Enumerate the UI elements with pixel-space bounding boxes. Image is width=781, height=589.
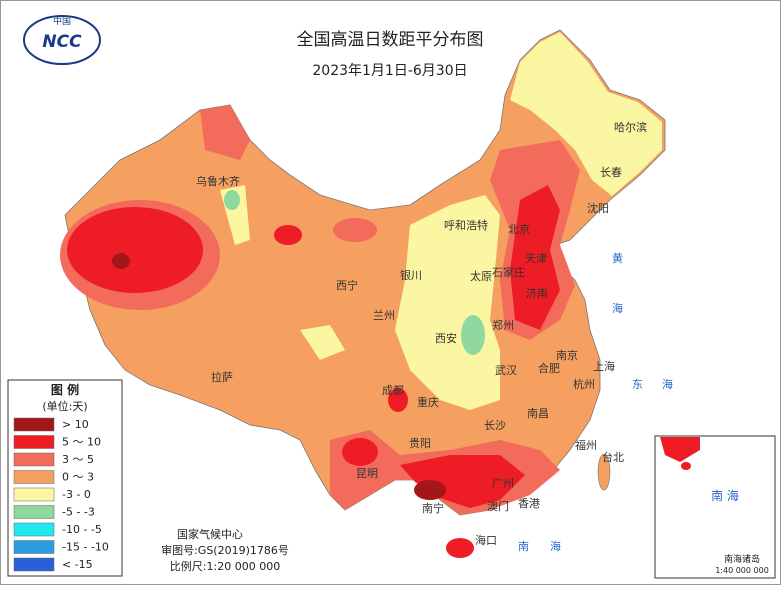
legend-swatch	[13, 522, 55, 537]
city-label: 银川	[400, 268, 422, 282]
city-label: 杭州	[573, 377, 595, 391]
city-label: 北京	[508, 222, 530, 236]
inset-scale: 1:40 000 000	[715, 566, 769, 575]
city-label: 郑州	[492, 318, 514, 332]
city-label: 贵阳	[409, 437, 431, 450]
legend-swatch	[13, 417, 55, 432]
city-label: 太原	[470, 270, 492, 283]
logo: 中国 NCC	[23, 15, 101, 65]
city-label: 兰州	[373, 309, 395, 322]
legend: 图 例 (单位:天) > 10 5 ～ 10 3 ～ 5 0 ～ 3 -3 - 0 -5 …	[7, 379, 123, 577]
city-label: 昆明	[356, 467, 378, 480]
city-label: 石家庄	[492, 265, 525, 279]
legend-label: > 10	[62, 418, 89, 431]
title: 全国高温日数距平分布图	[297, 30, 484, 50]
city-label: 澳门	[487, 499, 509, 513]
legend-swatch	[13, 452, 55, 467]
city-label: 拉萨	[211, 370, 233, 384]
legend-label: 5 ～ 10	[62, 436, 101, 449]
legend-label: 0 ～ 3	[62, 471, 94, 484]
legend-swatch	[13, 470, 55, 484]
city-label: 南昌	[527, 407, 549, 420]
city-label: 沈阳	[587, 201, 609, 215]
legend-label: 3 ～ 5	[62, 453, 94, 466]
legend-label: -10 - -5	[62, 523, 102, 536]
city-label: 西安	[435, 331, 457, 345]
city-label: 武汉	[495, 364, 517, 377]
legend-swatch	[13, 487, 55, 502]
sea-label: 东	[632, 378, 643, 391]
legend-title: 图 例	[51, 382, 79, 397]
legend-label: -3 - 0	[62, 488, 91, 501]
city-label: 广州	[492, 477, 514, 490]
legend-swatch	[13, 505, 55, 519]
inset: 南 海 南海诸岛 1:40 000 000	[654, 435, 776, 579]
cities: 哈尔滨 长春 沈阳 呼和浩特 北京 天津 石家庄 太原 济南 银川 西宁 兰州 …	[196, 120, 647, 547]
city-label: 海口	[475, 533, 497, 547]
sea-label: 海	[612, 301, 623, 315]
city-label: 长春	[600, 166, 622, 179]
legend-swatch	[13, 540, 55, 554]
city-label: 天津	[525, 252, 547, 265]
city-label: 南京	[556, 348, 578, 362]
city-label: 重庆	[417, 395, 439, 409]
logo-top: 中国	[53, 15, 71, 27]
sea-label: 黄	[612, 251, 623, 265]
legend-label: -15 - -10	[62, 541, 109, 554]
city-label: 南宁	[422, 501, 444, 515]
legend-swatch	[13, 435, 55, 449]
city-label: 成都	[382, 384, 404, 397]
city-label: 乌鲁木齐	[196, 174, 240, 188]
subtitle: 2023年1月1日-6月30日	[312, 63, 467, 79]
credit-review: 审图号:GS(2019)1786号	[161, 543, 289, 557]
city-label: 台北	[602, 450, 624, 464]
sea-label: 海	[550, 539, 561, 553]
map	[60, 29, 666, 558]
legend-label: < -15	[62, 558, 93, 571]
city-label: 济南	[526, 286, 548, 300]
credit-scale: 比例尺:1:20 000 000	[170, 559, 280, 573]
seas: 黄 海 东 海 南 海	[518, 251, 673, 553]
city-label: 香港	[518, 497, 540, 510]
city-label: 呼和浩特	[444, 218, 488, 232]
credit-org: 国家气候中心	[177, 527, 243, 541]
sea-label: 南	[518, 540, 529, 553]
sea-label: 海	[662, 377, 673, 391]
logo-text: NCC	[42, 32, 82, 52]
legend-label: -5 - -3	[62, 506, 95, 519]
city-label: 哈尔滨	[614, 120, 647, 134]
city-label: 福州	[575, 438, 597, 452]
city-label: 上海	[593, 359, 615, 373]
city-label: 长沙	[484, 419, 506, 432]
legend-swatch	[13, 557, 55, 572]
inset-title: 南海诸岛	[724, 553, 760, 565]
inset-sea: 南 海	[711, 488, 739, 503]
city-label: 合肥	[538, 361, 560, 375]
city-label: 西宁	[336, 278, 358, 292]
legend-unit: (单位:天)	[42, 399, 87, 413]
